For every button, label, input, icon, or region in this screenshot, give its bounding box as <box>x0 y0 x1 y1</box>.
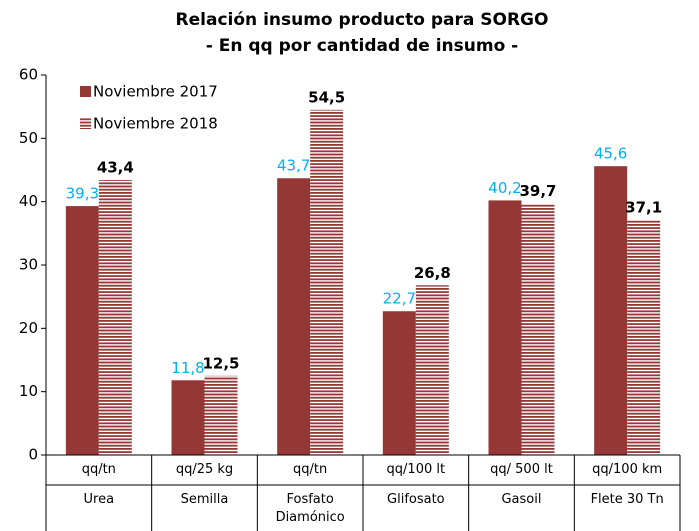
x-tick-label: Glifosato <box>387 492 445 507</box>
y-tick-label: 60 <box>19 66 38 84</box>
y-tick-label: 50 <box>19 129 38 147</box>
legend-swatch <box>80 118 91 129</box>
x-unit-label: qq/tn <box>293 462 328 477</box>
legend-label: Noviembre 2018 <box>93 115 218 133</box>
x-tick-label: Semilla <box>180 492 229 507</box>
data-label: 37,1 <box>625 199 662 217</box>
x-unit-label: qq/100 lt <box>386 462 446 477</box>
data-label: 12,5 <box>202 354 239 372</box>
data-label: 11,8 <box>171 359 204 377</box>
chart-subtitle: - En qq por cantidad de insumo - <box>206 36 518 56</box>
y-tick-label: 10 <box>19 382 38 400</box>
data-label: 43,4 <box>97 159 134 177</box>
bar <box>277 178 311 455</box>
bar <box>382 311 416 455</box>
chart-title: Relación insumo producto para SORGO <box>176 10 549 30</box>
y-tick-label: 0 <box>28 446 38 464</box>
x-unit-label: qq/25 kg <box>175 462 234 477</box>
bar <box>415 285 449 455</box>
bar <box>65 206 99 455</box>
data-label: 26,8 <box>414 264 451 282</box>
y-tick-label: 30 <box>19 256 38 274</box>
bar <box>171 380 205 455</box>
x-tick-label: Flete 30 Tn <box>590 492 664 507</box>
data-label: 43,7 <box>277 157 310 175</box>
data-label: 54,5 <box>308 88 345 106</box>
y-tick-label: 40 <box>19 192 38 210</box>
data-label: 39,3 <box>66 185 99 203</box>
bar <box>488 200 522 455</box>
data-label: 40,2 <box>488 179 521 197</box>
legend-label: Noviembre 2017 <box>93 83 218 101</box>
data-label: 22,7 <box>383 290 416 308</box>
y-tick-label: 20 <box>19 319 38 337</box>
x-unit-label: qq/tn <box>81 462 116 477</box>
bar <box>594 166 628 455</box>
bar <box>310 109 344 455</box>
x-tick-label: Gasoil <box>501 492 542 507</box>
x-unit-label: qq/100 km <box>592 462 663 477</box>
x-unit-label: qq/ 500 lt <box>490 462 553 477</box>
bar <box>204 375 238 455</box>
bar <box>521 203 555 455</box>
x-tick-label: Fosfato Diamónico <box>275 492 345 525</box>
data-label: 39,7 <box>519 182 556 200</box>
legend-swatch <box>80 86 91 97</box>
x-tick-label: Urea <box>83 492 115 507</box>
data-label: 45,6 <box>594 145 627 163</box>
bar <box>627 220 661 455</box>
bar <box>98 180 132 455</box>
